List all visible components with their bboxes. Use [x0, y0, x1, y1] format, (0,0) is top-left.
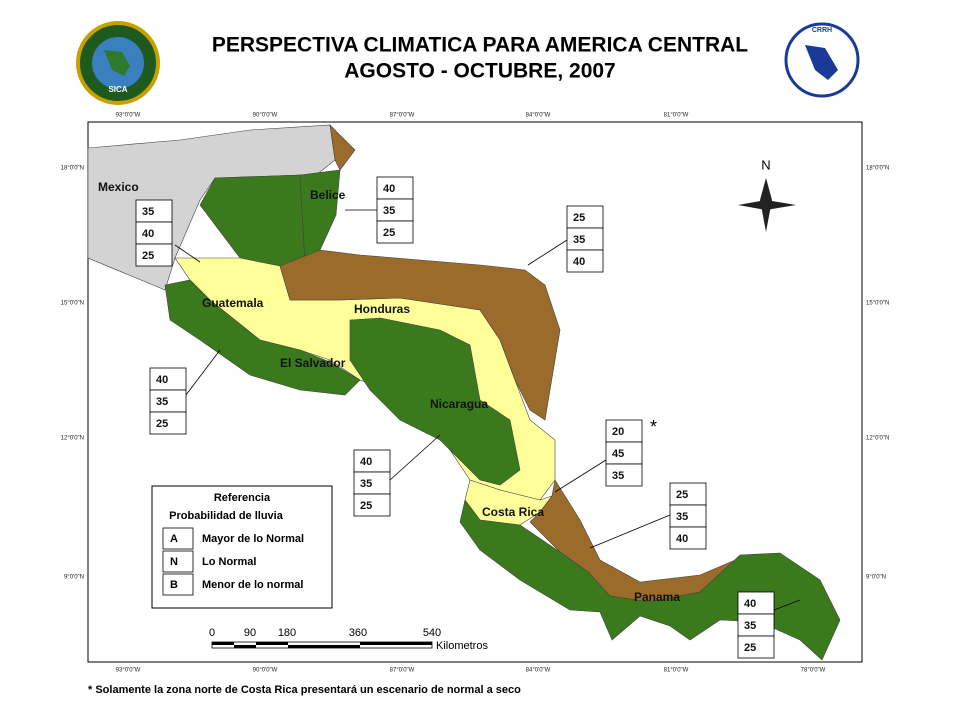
- probability-cell: [353, 493, 391, 517]
- leader-line: [389, 434, 441, 481]
- logo-right-text: CRRH: [812, 27, 832, 34]
- country-label: Honduras: [354, 302, 410, 316]
- legend-code-box: [162, 573, 194, 596]
- country-label: Guatemala: [202, 296, 264, 310]
- legend-label: Lo Normal: [202, 556, 256, 568]
- probability-value: 35: [676, 511, 688, 523]
- probability-cell: [376, 220, 414, 244]
- grid-label: 81°0'0"W: [664, 113, 689, 119]
- logo-left: SICA: [76, 21, 160, 105]
- country-label: Costa Rica: [482, 505, 544, 519]
- grid-label: 90°0'0"W: [253, 668, 278, 674]
- north-arrow: N: [738, 157, 796, 232]
- country-label: Panama: [634, 590, 680, 604]
- grid-label: 78°0'0"W: [801, 668, 826, 674]
- grid-label: 15°0'0"N: [61, 301, 84, 307]
- probability-value: 35: [360, 478, 372, 490]
- probability-value: 35: [744, 620, 756, 632]
- probability-value: 35: [612, 470, 624, 482]
- probability-cell: [605, 463, 643, 487]
- probability-cell: [149, 411, 187, 435]
- scale-label: 540: [423, 627, 441, 639]
- country-label: El Salvador: [280, 356, 346, 370]
- legend-items: A Mayor de lo Normal N Lo Normal B Menor de l…: [162, 527, 304, 596]
- legend-code: N: [170, 556, 178, 568]
- leader-line: [589, 514, 671, 549]
- probability-value: 35: [156, 396, 168, 408]
- probability-value: 25: [383, 227, 395, 239]
- leader-line: [174, 244, 201, 263]
- scale-label: 0: [209, 627, 215, 639]
- scale-label: 360: [349, 627, 367, 639]
- probability-value: 40: [156, 374, 168, 386]
- grid-label: 93°0'0"W: [116, 668, 141, 674]
- grid-label: 18°0'0"N: [61, 166, 84, 172]
- probability-cell: [135, 243, 173, 267]
- probability-value: 40: [360, 456, 372, 468]
- probability-value: 35: [383, 205, 395, 217]
- grid-label: 81°0'0"W: [664, 668, 689, 674]
- probability-value: 25: [676, 489, 688, 501]
- probability-value: 25: [360, 500, 372, 512]
- probability-value: 20: [612, 426, 624, 438]
- leader-line: [527, 239, 568, 266]
- legend-code: B: [170, 579, 178, 591]
- grid-label: 84°0'0"W: [526, 113, 551, 119]
- probability-value: 40: [744, 598, 756, 610]
- leader-line: [773, 599, 801, 611]
- scale-label: 180: [278, 627, 296, 639]
- legend-code-box: [162, 527, 194, 550]
- grid-label: 87°0'0"W: [390, 113, 415, 119]
- country-label: Belice: [310, 188, 346, 202]
- north-label: N: [761, 157, 770, 172]
- grid-label: 18°0'0"N: [866, 166, 889, 172]
- title: PERSPECTIVA CLIMATICA PARA AMERICA CENTR…: [212, 34, 748, 57]
- country-label: Nicaragua: [430, 397, 488, 411]
- grid-label: 9°0'0"N: [866, 575, 886, 581]
- probability-cell: [737, 635, 775, 659]
- scale-unit: Kilometros: [436, 640, 488, 652]
- grid-label: 90°0'0"W: [253, 113, 278, 119]
- country-label: Mexico: [98, 180, 139, 194]
- legend-code: A: [170, 533, 178, 545]
- probability-value: 45: [612, 448, 624, 460]
- asterisk: *: [650, 417, 657, 437]
- leader-line: [554, 459, 607, 493]
- map-shapes: [87, 124, 841, 661]
- scale-label: 90: [244, 627, 256, 639]
- grid-label: 84°0'0"W: [526, 668, 551, 674]
- probability-cell: [669, 526, 707, 550]
- legend-subtitle: Probabilidad de lluvia: [169, 510, 284, 522]
- logo-left-text: SICA: [108, 85, 127, 94]
- legend-label: Mayor de lo Normal: [202, 533, 304, 545]
- grid-label: 93°0'0"W: [116, 113, 141, 119]
- grid-label: 12°0'0"N: [61, 436, 84, 442]
- grid-label: 9°0'0"N: [64, 575, 84, 581]
- legend: Referencia Probabilidad de lluvia A Mayor…: [151, 485, 333, 609]
- legend-code-box: [162, 550, 194, 573]
- logo-right: CRRH: [784, 22, 860, 98]
- legend-title: Referencia: [214, 492, 271, 504]
- probability-value: 40: [383, 183, 395, 195]
- probability-value: 25: [744, 642, 756, 654]
- probability-cell: [566, 249, 604, 273]
- footnote: * Solamente la zona norte de Costa Rica …: [88, 684, 521, 696]
- grid-label: 12°0'0"N: [866, 436, 889, 442]
- probability-value: 40: [676, 533, 688, 545]
- probability-value: 35: [573, 234, 585, 246]
- grid-label: 15°0'0"N: [866, 301, 889, 307]
- probability-value: 40: [573, 256, 585, 268]
- leader-line: [185, 349, 221, 396]
- probability-value: 25: [142, 250, 154, 262]
- probability-value: 25: [573, 212, 585, 224]
- grid-label: 87°0'0"W: [390, 668, 415, 674]
- probability-value: 25: [156, 418, 168, 430]
- legend-label: Menor de lo normal: [202, 579, 303, 591]
- probability-value: 35: [142, 206, 154, 218]
- subtitle: AGOSTO - OCTUBRE, 2007: [344, 60, 616, 83]
- probability-value: 40: [142, 228, 154, 240]
